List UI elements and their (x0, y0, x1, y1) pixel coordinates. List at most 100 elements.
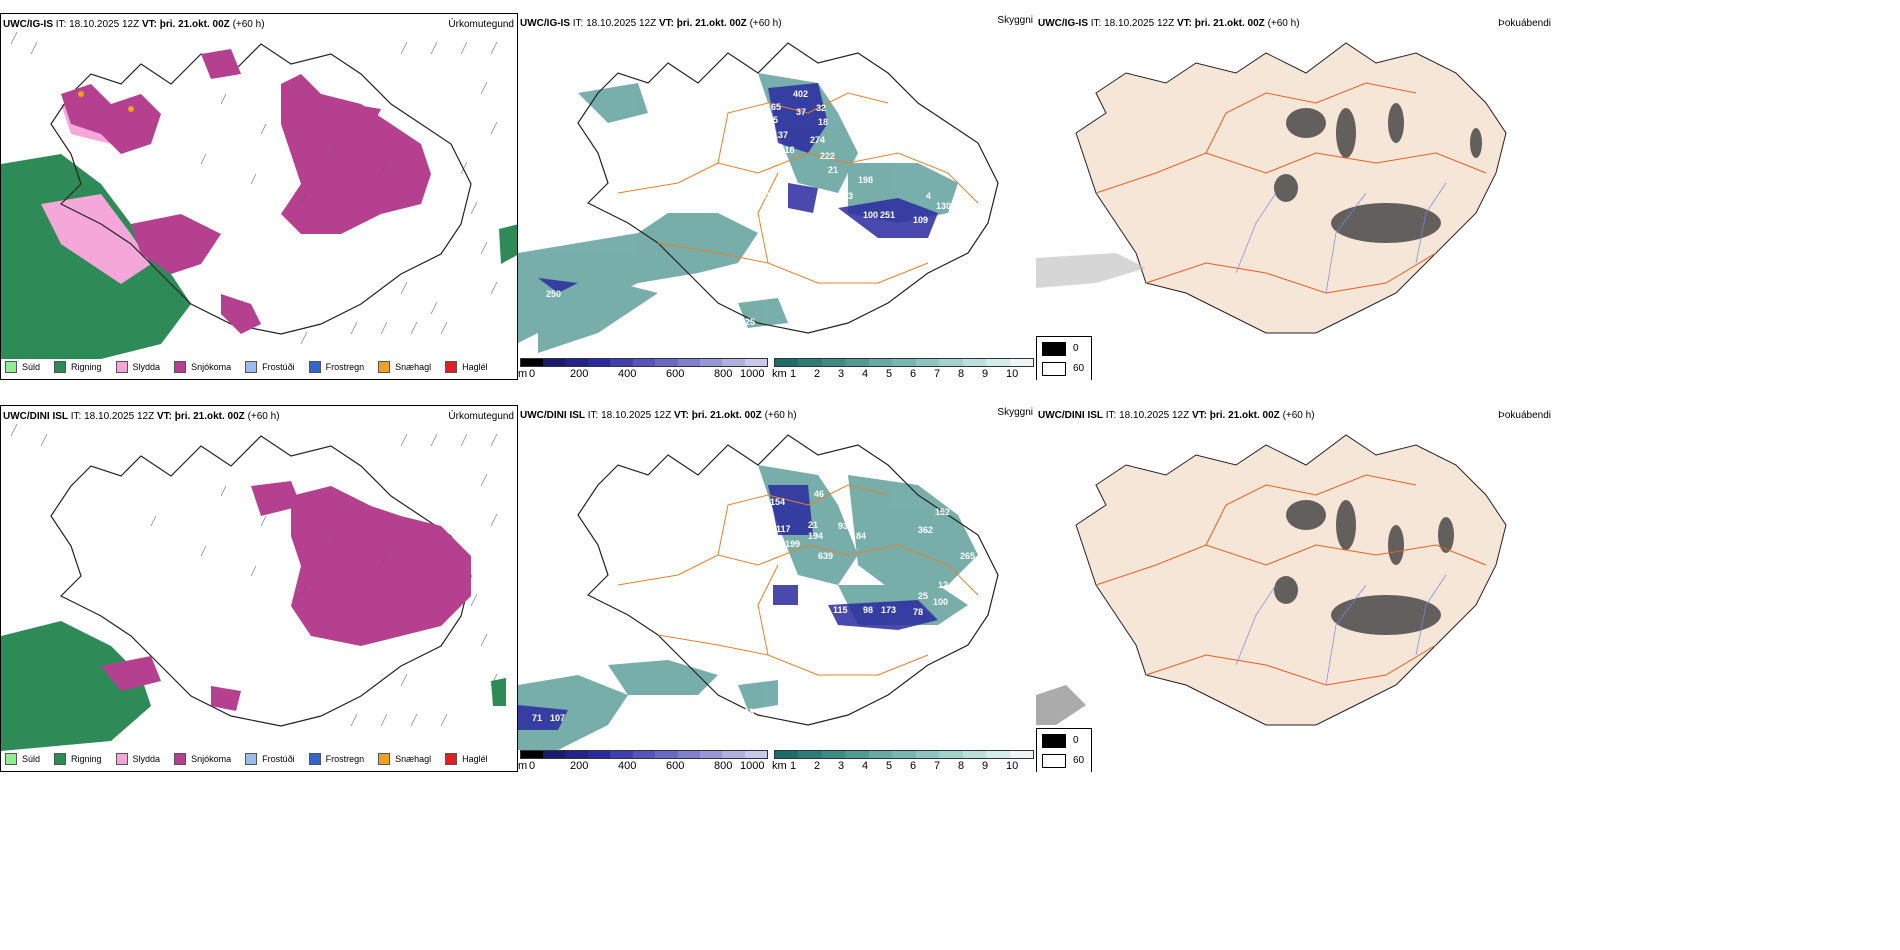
panel-header: UWC/DINI ISL IT: 18.10.2025 12Z VT: þri.… (520, 410, 797, 421)
vis-colorbar-m-labels: m 0 200 400 600 800 1000 (518, 760, 765, 772)
fog-panel-row2: UWC/DINI ISL IT: 18.10.2025 12Z VT: þri.… (1036, 405, 1554, 772)
snow-areas (101, 481, 471, 711)
panel-title: Þokuábendi (1498, 410, 1551, 421)
legend-item: Haglél (445, 752, 488, 766)
legend-item: Slydda (115, 752, 160, 766)
vis-label: 14 (858, 570, 868, 580)
precip-legend: Súld Rigning Slydda Snjókoma Frostúði Fr… (5, 360, 502, 374)
vis-label: 211 (543, 195, 558, 205)
rain-area-east (491, 678, 506, 706)
panel-title: Úrkomutegund (448, 411, 514, 422)
vis-label: 77 (818, 207, 828, 217)
vis-label: 18 (818, 117, 828, 127)
vis-label: 14 (868, 663, 878, 673)
vis-label: 173 (881, 605, 896, 615)
legend-item: Frostregn (308, 360, 364, 374)
legend-item: Frostregn (308, 752, 364, 766)
fog-map (1036, 434, 1507, 726)
vis-label: 37 (796, 107, 806, 117)
vis-label: 193 (833, 215, 848, 225)
legend-item: Slydda (115, 360, 160, 374)
fog-legend: 0 60 (1036, 336, 1092, 380)
vis-label: 28 (873, 267, 883, 277)
vis-label: 194 (808, 531, 823, 541)
panel-header: UWC/DINI ISL IT: 18.10.2025 12Z VT: þri.… (1038, 410, 1315, 421)
vis-label: 4 (926, 191, 931, 201)
vis-colorbar-km (774, 358, 1034, 367)
legend-item: Rigning (54, 360, 102, 374)
legend-item: Frostúði (245, 360, 295, 374)
wind-barbs (10, 423, 498, 727)
vis-label: 154 (770, 497, 785, 507)
vis-label: 107 (550, 713, 565, 723)
sleet-area (41, 194, 151, 284)
vis-label: 402 (793, 89, 808, 99)
vis-label: 25 (918, 591, 928, 601)
coastline (577, 434, 999, 726)
vis-label: 93 (838, 521, 848, 531)
vis-label: 274 (810, 135, 825, 145)
low-vis-areas (538, 83, 938, 293)
vis-label: 131 (756, 191, 771, 201)
fog-legend-low: 60 (1073, 363, 1085, 374)
vis-label: 362 (918, 525, 933, 535)
vis-colorbar-km-labels: km 1 2 3 4 5 6 7 8 9 10 (772, 368, 1019, 380)
vis-label: 152 (935, 507, 950, 517)
vis-label: 165 (766, 102, 781, 112)
coastline (50, 435, 472, 727)
fog-dark-areas (1274, 500, 1454, 635)
roads (1095, 82, 1487, 294)
fog-legend-high: 0 (1073, 735, 1079, 746)
vis-label: 137 (773, 130, 788, 140)
precip-map (1, 423, 506, 751)
fog-map (1036, 42, 1507, 334)
legend-item: Snæhagl (378, 360, 431, 374)
vis-label: 38 (744, 707, 754, 717)
barbs-land (150, 93, 387, 205)
teal-areas (518, 465, 978, 750)
fog-legend: 0 60 (1036, 728, 1092, 772)
precip-type-panel-row1: UWC/IG-IS IT: 18.10.2025 12Z VT: þri. 21… (0, 13, 518, 380)
legend-item: Súld (5, 752, 40, 766)
vis-label: 32 (816, 103, 826, 113)
vis-label: 78 (913, 607, 923, 617)
rivers (1235, 574, 1447, 686)
visibility-panel-row2: UWC/DINI ISL IT: 18.10.2025 12Z VT: þri.… (518, 405, 1036, 772)
vis-colorbar-m (520, 750, 768, 759)
visibility-map: 154 46 117 199 194 639 362 152 265 84 14… (518, 434, 999, 750)
vis-label: 21 (808, 520, 818, 530)
vis-label: 425 (740, 317, 755, 327)
panel-header: UWC/IG-IS IT: 18.10.2025 12Z VT: þri. 21… (520, 18, 782, 29)
panel-title: Þokuábendi (1498, 18, 1551, 29)
vis-label: 21 (828, 165, 838, 175)
vis-label: 12 (938, 580, 948, 590)
vis-label: 100 (933, 597, 948, 607)
precip-map (1, 31, 517, 359)
vis-label: 199 (785, 539, 800, 549)
vis-label: 250 (546, 289, 561, 299)
roads (617, 484, 979, 676)
panel-header: UWC/IG-IS IT: 18.10.2025 12Z VT: þri. 21… (3, 19, 265, 30)
vis-colorbar-m (520, 358, 768, 367)
rain-area-east (499, 224, 517, 264)
vis-label: 71 (532, 713, 542, 723)
visibility-panel-row1: UWC/IG-IS IT: 18.10.2025 12Z VT: þri. 21… (518, 13, 1036, 380)
vis-label: 123 (838, 191, 853, 201)
fog-legend-low: 60 (1073, 755, 1085, 766)
vis-label: 100 (863, 210, 878, 220)
legend-item: Haglél (445, 360, 488, 374)
fog-dark-areas (1274, 103, 1482, 243)
vis-label: 98 (863, 605, 873, 615)
vis-label: 639 (818, 551, 833, 561)
roads (1095, 474, 1487, 686)
vis-label: 265 (960, 551, 975, 561)
legend-item: Frostúði (245, 752, 295, 766)
vis-label: 84 (856, 531, 866, 541)
vis-colorbar-km (774, 750, 1034, 759)
legend-item: Rigning (54, 752, 102, 766)
barbs-land (150, 485, 387, 597)
vis-label: 130 (936, 201, 951, 211)
vis-label: 115 (833, 605, 848, 615)
vis-label: 222 (820, 151, 835, 161)
panel-header: UWC/DINI ISL IT: 18.10.2025 12Z VT: þri.… (3, 411, 280, 422)
